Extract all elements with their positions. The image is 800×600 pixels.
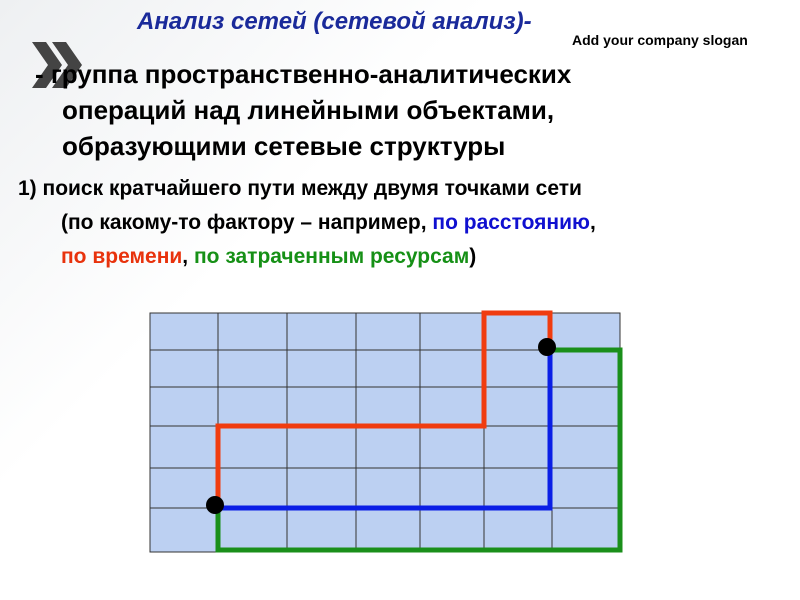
text: (по какому-то фактору – например, (61, 211, 433, 234)
item: 1) поиск кратчайшего пути между двумя то… (18, 172, 596, 274)
line: 1) поиск кратчайшего пути между двумя то… (18, 177, 582, 200)
line: - группа пространственно-аналитических (35, 59, 572, 89)
title: Анализ сетей (сетевой анализ)- (137, 8, 532, 35)
line: образующими сетевые структуры (62, 131, 506, 161)
end-point (538, 338, 556, 356)
text: по расстоянию (432, 211, 590, 234)
start-point (206, 496, 224, 514)
line: по времени, по затраченным ресурсам) (18, 240, 596, 274)
text: , (182, 245, 194, 268)
distance-path (215, 347, 553, 511)
text: , (589, 211, 596, 234)
definition: - группа пространственно-аналитических о… (35, 56, 571, 164)
time-path (215, 310, 553, 508)
text: по затраченным ресурсам (193, 245, 470, 268)
text: ) (469, 245, 477, 268)
resource-path (215, 347, 623, 553)
line: операций над линейными объектами, (62, 95, 555, 125)
line: (по какому-то фактору – например, по рас… (18, 206, 596, 240)
chevron-icon (32, 42, 82, 88)
text: по времени (61, 245, 183, 268)
slogan: Add your company slogan (572, 32, 748, 48)
